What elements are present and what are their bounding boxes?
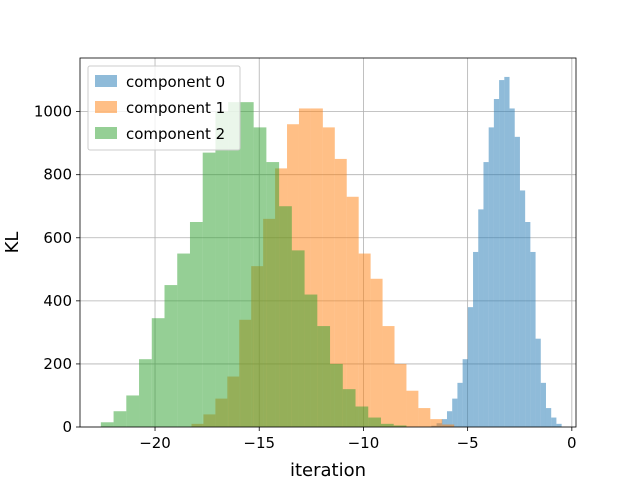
bar-series0-bin18 [525, 222, 531, 427]
x-axis-label: iteration [290, 460, 366, 480]
bar-series2-bin18 [330, 363, 343, 427]
bar-series1-bin18 [406, 390, 419, 427]
bar-series0-bin9 [478, 209, 484, 427]
bar-series0-bin14 [504, 76, 510, 427]
bar-series0-bin20 [535, 338, 541, 427]
bar-series0-bin6 [462, 359, 468, 427]
bar-series0-bin22 [545, 408, 552, 427]
x-tick-label-2: −10 [348, 434, 380, 452]
bar-series1-bin9 [298, 108, 311, 427]
legend-swatch-1 [95, 101, 117, 113]
bar-series2-bin17 [317, 326, 331, 427]
bar-series2-bin9 [215, 111, 229, 427]
bar-series2-bin23 [393, 425, 407, 427]
bar-series0-bin11 [488, 127, 494, 427]
bar-series2-bin2 [126, 395, 140, 427]
bar-series2-bin7 [189, 222, 203, 427]
bar-series1-bin19 [418, 408, 431, 427]
bar-series0-bin4 [452, 398, 458, 427]
bar-series2-bin6 [177, 253, 190, 427]
y-tick-label-0: 0 [62, 418, 72, 436]
bar-series0-bin21 [540, 382, 546, 427]
bar-series2-bin1 [113, 411, 127, 427]
bar-series0-bin8 [473, 251, 479, 427]
bar-series1-bin15 [370, 278, 383, 427]
bar-series2-bin21 [368, 417, 381, 427]
bar-series1-bin14 [358, 253, 371, 427]
legend-label-1: component 1 [126, 99, 225, 117]
y-tick-label-4: 800 [43, 166, 72, 184]
bar-series0-bin15 [509, 108, 515, 427]
bar-series2-bin3 [139, 359, 152, 427]
bar-series1-bin13 [346, 196, 359, 427]
y-axis-label: KL [2, 232, 23, 254]
bar-series1-bin11 [322, 127, 335, 427]
bars-layer [100, 76, 562, 428]
bar-series2-bin19 [342, 389, 356, 427]
bar-series0-bin13 [499, 80, 505, 428]
bar-series2-bin15 [291, 250, 305, 427]
bar-series1-bin10 [310, 108, 323, 427]
bar-series1-bin12 [334, 158, 347, 427]
y-tick-label-3: 600 [43, 229, 72, 247]
bar-series0-bin24 [556, 423, 562, 427]
bar-series0-bin2 [441, 419, 447, 427]
x-tick-label-1: −15 [243, 434, 275, 452]
bar-series1-bin16 [382, 326, 395, 427]
bar-series2-bin5 [164, 285, 178, 427]
bar-series1-bin20 [430, 419, 443, 427]
ticks-layer: −20 −15 −10 −5 0 0 200 400 600 800 1000 [34, 103, 577, 452]
y-tick-label-1: 200 [43, 355, 72, 373]
bar-series0-bin7 [467, 307, 474, 427]
bar-series2-bin10 [228, 102, 241, 428]
bar-series2-bin13 [266, 162, 280, 428]
legend: component 0 component 1 component 2 [87, 65, 241, 151]
x-tick-label-0: −20 [139, 434, 171, 452]
bar-series2-bin0 [100, 422, 114, 427]
y-tick-label-5: 1000 [34, 103, 72, 121]
bar-series0-bin16 [514, 136, 520, 427]
legend-label-2: component 2 [126, 125, 225, 143]
bar-series2-bin16 [304, 294, 318, 427]
bar-series0-bin19 [530, 251, 536, 427]
bar-series0-bin12 [493, 99, 500, 427]
bar-series2-bin12 [253, 127, 267, 427]
y-tick-label-2: 400 [43, 292, 72, 310]
bar-series2-bin11 [240, 102, 254, 428]
bar-series2-bin8 [202, 152, 216, 427]
bar-series0-bin17 [519, 190, 526, 427]
legend-box [87, 65, 241, 151]
bar-series2-bin14 [279, 206, 292, 427]
bar-series2-bin22 [380, 423, 394, 427]
bar-series1-bin17 [394, 363, 407, 427]
bar-series0-bin10 [483, 162, 489, 428]
bar-series0-bin23 [551, 417, 557, 427]
x-tick-label-4: 0 [567, 434, 577, 452]
bar-series0-bin5 [457, 382, 463, 427]
bar-series1-bin21 [442, 424, 455, 427]
bar-series0-bin3 [446, 411, 453, 427]
bar-series2-bin20 [355, 406, 369, 427]
legend-label-0: component 0 [126, 73, 225, 91]
legend-swatch-0 [95, 75, 117, 87]
x-tick-label-3: −5 [457, 434, 479, 452]
axes-frame [79, 57, 577, 428]
legend-swatch-2 [95, 127, 117, 139]
bar-series2-bin4 [151, 318, 165, 427]
